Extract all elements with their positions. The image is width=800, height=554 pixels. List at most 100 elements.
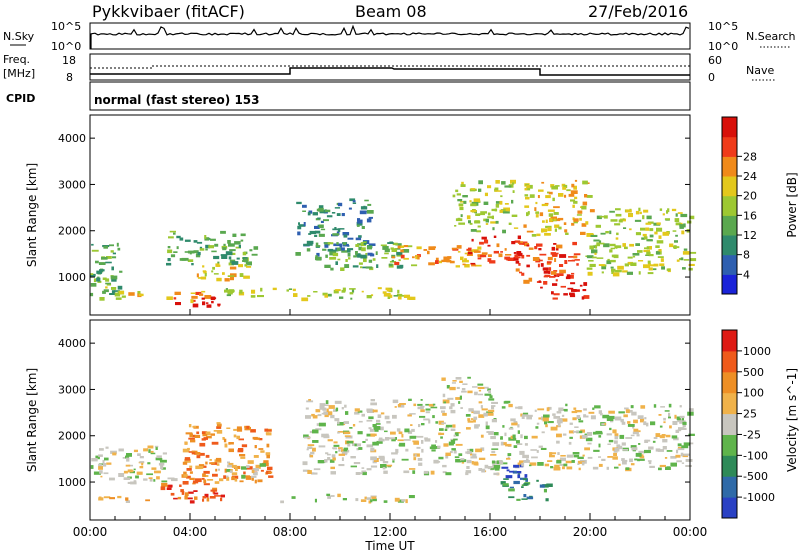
power-echo-region [295,198,376,257]
echo-cell [452,380,457,382]
echo-cell [594,244,598,249]
echo-cell [649,264,655,267]
echo-cell [618,463,621,466]
echo-cell [191,450,196,455]
echo-cell [229,249,236,252]
echo-cell [462,195,468,198]
x-tick-label: 12:00 [373,525,408,539]
echo-cell [445,452,451,456]
echo-cell [194,434,201,438]
echo-cell [199,246,203,249]
echo-cell [217,303,221,306]
echo-cell [408,296,416,300]
echo-cell [241,466,247,470]
echo-cell [556,433,562,438]
echo-cell [362,471,367,476]
power-echo-region [196,263,252,282]
echo-cell [184,457,191,461]
echo-cell [361,470,367,473]
echo-cell [355,237,362,241]
echo-cell [501,466,509,469]
echo-cell [580,231,586,235]
echo-cell [503,209,506,213]
echo-cell [514,256,521,259]
echo-cell [354,412,360,415]
echo-cell [508,403,513,408]
echo-cell [652,268,657,271]
colorbar-swatch [722,392,737,415]
velocity-echo-region [217,460,266,479]
echo-cell [338,447,343,449]
echo-cell [313,468,321,471]
echo-cell [208,238,211,240]
echo-cell [460,214,463,218]
echo-cell [648,446,654,450]
echo-cell [547,227,552,232]
echo-cell [582,289,587,292]
velocity-colorbar-label: Velocity [m s^-1] [785,368,799,472]
echo-cell [587,442,592,445]
echo-cell [336,213,341,216]
echo-cell [394,437,397,440]
echo-cell [529,464,532,467]
echo-cell [268,471,273,474]
echo-cell [229,266,237,270]
echo-cell [442,464,447,468]
echo-cell [339,243,343,248]
echo-cell [211,441,219,445]
echo-cell [161,480,168,483]
echo-cell [302,210,306,212]
echo-cell [675,429,680,433]
echo-cell [526,254,531,257]
echo-cell [346,440,354,444]
echo-cell [462,263,466,266]
echo-cell [477,257,482,260]
echo-cell [649,234,654,238]
echo-cell [204,273,207,277]
echo-cell [137,453,141,456]
echo-cell [583,415,589,418]
echo-cell [128,464,133,467]
echo-cell [569,292,575,296]
echo-cell [523,478,527,481]
echo-cell [328,293,332,297]
echo-cell [443,401,446,404]
echo-cell [454,456,460,459]
echo-cell [530,449,537,451]
echo-cell [338,447,341,452]
echo-cell [223,475,227,479]
echo-cell [345,411,349,415]
echo-cell [449,406,453,410]
echo-cell [227,464,233,468]
nsearch-tick-top: 10^5 [708,20,738,33]
echo-cell [557,217,564,221]
echo-cell [442,471,447,474]
echo-cell [334,207,340,209]
echo-cell [667,208,670,213]
echo-cell [368,416,374,420]
echo-cell [417,406,424,410]
echo-cell [254,445,257,449]
echo-cell [526,244,530,247]
echo-cell [573,430,580,433]
echo-cell [458,203,464,206]
echo-cell [544,202,549,205]
echo-cell [455,397,462,400]
echo-cell [553,293,560,296]
echo-cell [515,268,520,272]
echo-cell [581,296,585,300]
echo-cell [323,219,329,222]
echo-cell [574,410,582,413]
echo-cell [332,457,336,461]
echo-cell [492,463,496,466]
echo-cell [263,460,269,464]
echo-cell [583,414,587,416]
echo-cell [364,496,367,499]
echo-cell [110,250,114,253]
echo-cell [312,429,319,434]
echo-cell [151,467,157,470]
echo-cell [351,443,357,447]
echo-cell [123,477,131,480]
echo-cell [98,463,102,467]
echo-cell [361,413,365,417]
